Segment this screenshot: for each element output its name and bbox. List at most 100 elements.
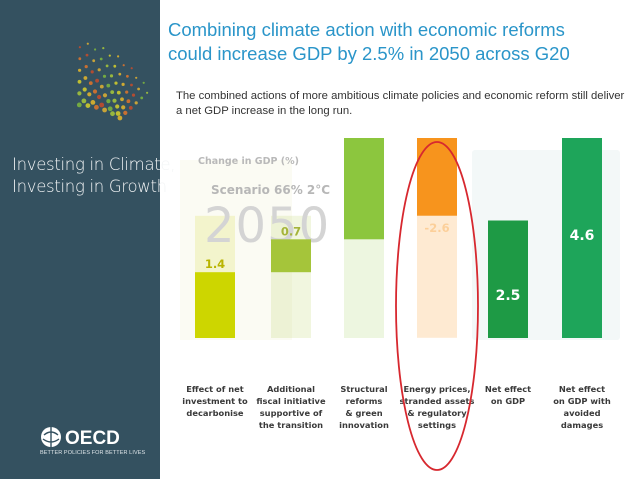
leaf-dot — [109, 74, 114, 78]
leaf-dot — [88, 81, 93, 85]
scenario-label: Scenario 66% 2°C — [211, 183, 330, 197]
leaf-dot — [116, 90, 121, 95]
leaf-dot — [95, 78, 99, 83]
leaf-dot — [94, 104, 99, 110]
leaf-dot — [121, 82, 125, 86]
leaf-dot — [97, 94, 102, 100]
slide-title-line-2: could increase GDP by 2.5% in 2050 acros… — [168, 43, 570, 64]
leaf-dot — [128, 106, 133, 110]
leaf-dot — [78, 46, 81, 49]
leaf-dot — [78, 57, 82, 61]
leaf-dot — [99, 84, 104, 89]
gdp-waterfall-chart: Change in GDP (%) Scenario 66% 2°C 2050 1.4… — [166, 138, 638, 478]
category-label-3: reforms — [346, 396, 383, 406]
leaf-dot — [90, 70, 94, 74]
y-axis-label: Change in GDP (%) — [198, 156, 299, 167]
leaf-dot — [76, 102, 82, 108]
category-label-4: Energy prices, — [403, 384, 470, 394]
category-label-4: stranded assets — [400, 396, 475, 406]
bar-ghost — [271, 215, 311, 338]
oecd-tagline: BETTER POLICIES FOR BETTER LIVES — [40, 450, 146, 456]
leaf-dot — [115, 111, 121, 116]
leaf-dot — [82, 87, 87, 92]
leaf-dot — [85, 53, 89, 57]
category-label-1: decarbonise — [186, 408, 244, 418]
category-label-2: the transition — [259, 420, 323, 430]
leaf-dot — [107, 106, 113, 112]
leaf-dot — [117, 115, 123, 121]
category-label-4: settings — [418, 420, 456, 430]
oecd-logo: OECD — [41, 427, 120, 448]
category-label-3: innovation — [339, 420, 389, 430]
year-watermark: 2050 — [204, 198, 330, 254]
leaf-dot — [102, 93, 108, 98]
oecd-wordmark: OECD — [65, 428, 120, 448]
sidebar: Investing in Climate, Investing in Growt… — [0, 0, 176, 479]
leaf-dot — [140, 96, 144, 100]
leaf-dot — [113, 64, 117, 68]
leaf-dot — [110, 111, 115, 117]
bar-5 — [488, 220, 528, 338]
leaf-dot — [137, 87, 141, 91]
leaf-dot — [118, 72, 122, 76]
leaf-dot — [92, 59, 96, 63]
leaf-dot — [120, 97, 124, 102]
leaf-dot — [142, 81, 145, 84]
leaf-dot — [86, 42, 89, 45]
category-label-6: Net effect — [559, 384, 605, 394]
category-label-2: fiscal initiative — [256, 396, 326, 406]
bar-1 — [195, 272, 235, 338]
leaf-dot — [102, 107, 107, 113]
leaf-dot — [130, 67, 133, 70]
leaf-dot — [105, 64, 109, 68]
leaf-dot — [94, 48, 97, 51]
leaf-dot — [121, 105, 126, 110]
leaf-dot — [85, 103, 91, 108]
leaf-dot — [77, 79, 82, 84]
category-label-5: Net effect — [485, 384, 531, 394]
category-label-4: & regulatory — [407, 408, 467, 418]
category-label-3: Structural — [340, 384, 387, 394]
leaf-dot — [87, 92, 92, 97]
leaf-dot — [108, 54, 111, 57]
leaf-dot — [114, 81, 118, 85]
value-label-1: 1.4 — [205, 257, 225, 271]
leaf-dot — [90, 100, 96, 105]
leaf-dot — [130, 83, 133, 87]
leaf-dot — [134, 101, 138, 105]
leaf-dot — [106, 99, 111, 104]
leaf-dot — [115, 104, 120, 109]
category-label-5: on GDP — [491, 396, 525, 406]
leaf-dot — [125, 90, 129, 94]
leaf-dot — [102, 47, 105, 50]
leaf-dot — [102, 74, 107, 78]
value-label-2: 0.7 — [281, 224, 301, 238]
category-label-6: avoided — [563, 408, 600, 418]
bar-4-remainder — [417, 215, 457, 337]
leaf-dot — [97, 68, 101, 72]
category-label-1: investment to — [182, 396, 248, 406]
category-label-6: damages — [561, 420, 603, 430]
slide-title-line-1: Combining climate action with economic r… — [168, 19, 565, 40]
leaf-dot — [112, 98, 117, 103]
leaf-dot — [123, 110, 128, 115]
bar-2 — [271, 239, 311, 273]
value-label-6: 4.6 — [570, 228, 595, 244]
category-label-1: Effect of net — [186, 384, 244, 394]
leaf-dot — [135, 76, 138, 79]
bar-6 — [562, 138, 602, 338]
leaf-dot — [131, 93, 136, 97]
brand-line-2: Investing in Growth — [12, 177, 167, 196]
category-label-3: & green — [345, 408, 382, 418]
leaf-dot — [99, 57, 103, 61]
bar-4 — [417, 138, 457, 216]
brand-line-1: Investing in Climate, — [12, 155, 176, 174]
value-label-5: 2.5 — [496, 288, 521, 304]
leaf-dot — [106, 83, 111, 88]
leaf-dot — [117, 55, 120, 58]
leaf-dot — [77, 91, 82, 96]
bar-3 — [344, 138, 384, 240]
slide-title: Combining climate action with economic r… — [168, 18, 570, 66]
leaf-dot — [110, 90, 115, 94]
